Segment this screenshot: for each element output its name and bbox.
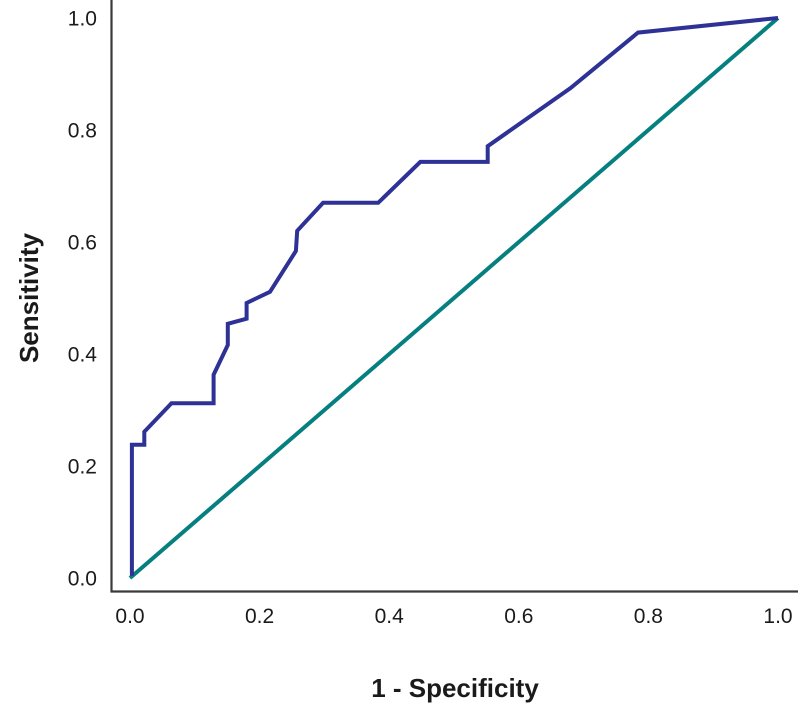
x-tick-label: 0.8 [634,605,663,628]
y-tick-label: 0.0 [68,568,97,591]
x-tick-label: 0.6 [504,605,533,628]
y-axis-title: Sensitivity [14,232,44,364]
x-tick-label: 0.0 [115,605,144,628]
tick-layer: 0.0 0.2 0.4 0.6 0.8 1.0 0.0 0.2 0.4 0.6 0.8 1.0 [68,8,793,629]
x-tick-label: 0.2 [245,605,274,628]
x-tick-label: 0.4 [375,605,405,628]
series-layer [128,16,780,580]
x-axis-title: 1 - Specificity [371,673,539,703]
y-tick-label: 0.4 [68,344,98,367]
x-tick-label: 1.0 [763,605,792,628]
roc-curve-line [129,16,779,576]
y-tick-label: 0.8 [68,120,97,143]
y-tick-label: 1.0 [68,8,97,31]
y-tick-label: 0.6 [68,232,97,255]
y-tick-label: 0.2 [68,456,97,479]
reference-line [128,16,780,580]
